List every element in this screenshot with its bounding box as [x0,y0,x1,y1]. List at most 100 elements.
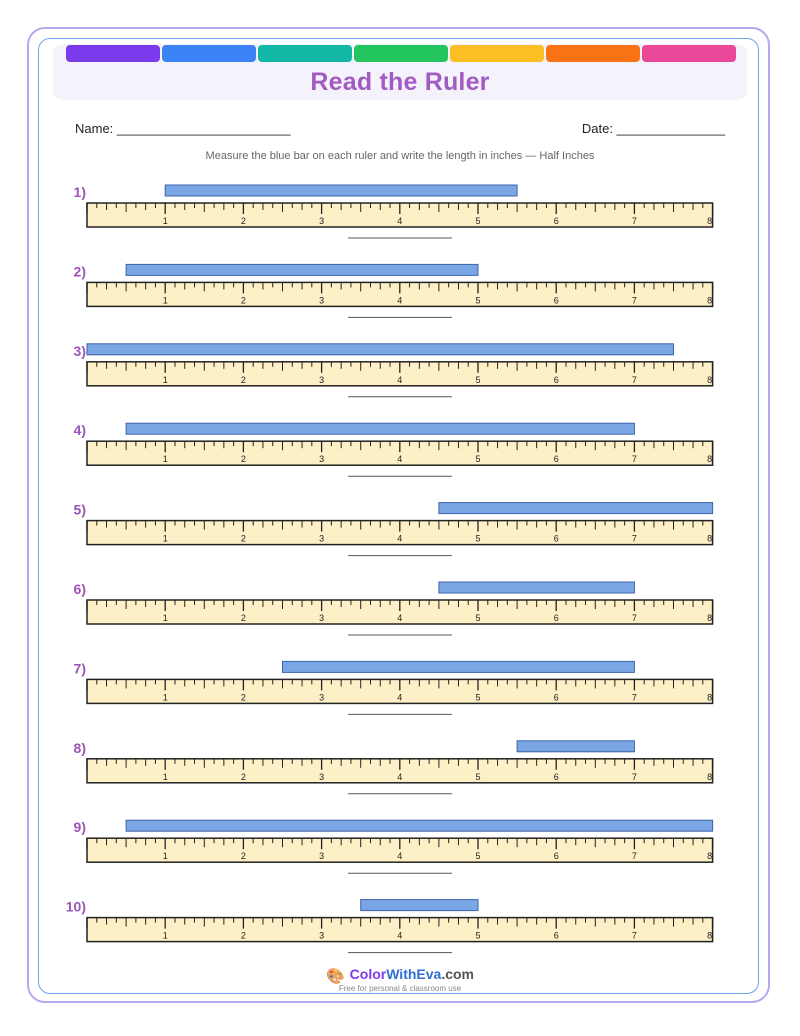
ruler-number: 7 [632,295,637,305]
problem-number: 5) [74,502,86,518]
ruler-number: 4 [397,295,402,305]
problem-number: 9) [74,819,86,835]
ruler-number: 8 [707,216,712,226]
outer-frame [27,27,770,1003]
ruler-number: 8 [707,454,712,464]
ruler-number: 1 [163,692,168,702]
ruler-number: 7 [632,216,637,226]
brand-part-domain: .com [441,966,475,982]
ruler-number: 3 [319,295,324,305]
measure-bar [125,263,479,276]
measure-bar [164,184,518,197]
ruler-number: 6 [554,851,559,861]
strip-segment [162,45,256,62]
name-field[interactable]: Name: ________________________ [75,121,291,136]
ruler-number: 4 [397,851,402,861]
ruler-number: 6 [554,454,559,464]
ruler-number: 3 [319,692,324,702]
ruler-number: 8 [707,534,712,544]
ruler-number: 2 [241,613,246,623]
page-title: Read the Ruler [310,68,490,96]
ruler-number: 7 [632,851,637,861]
ruler-number: 5 [475,851,480,861]
ruler-number: 7 [632,931,637,941]
ruler-number: 6 [554,295,559,305]
color-strip [66,45,736,62]
ruler-number: 6 [554,772,559,782]
ruler-number: 6 [554,534,559,544]
ruler-number: 7 [632,534,637,544]
measure-bar [86,343,674,356]
ruler-number: 8 [707,295,712,305]
ruler-number: 4 [397,216,402,226]
problem-number: 2) [74,263,86,279]
ruler-number: 5 [475,375,480,385]
ruler-number: 1 [163,772,168,782]
ruler-number: 1 [163,851,168,861]
measure-bar [516,740,635,753]
strip-segment [546,45,640,62]
ruler-number: 4 [397,534,402,544]
ruler-number: 4 [397,375,402,385]
ruler-number: 2 [241,216,246,226]
ruler-number: 5 [475,613,480,623]
ruler-number: 3 [319,851,324,861]
date-field[interactable]: Date: _______________ [581,121,725,136]
ruler-number: 7 [632,454,637,464]
measure-bar [438,502,714,515]
ruler-number: 2 [241,295,246,305]
problem-number: 7) [74,660,86,676]
ruler-number: 2 [241,375,246,385]
measure-bar [125,819,714,832]
ruler-number: 8 [707,692,712,702]
ruler-number: 6 [554,216,559,226]
ruler-number: 1 [163,295,168,305]
ruler-number: 6 [554,613,559,623]
problem-number: 4) [74,422,86,438]
ruler-number: 8 [707,851,712,861]
ruler-number: 2 [241,534,246,544]
inner-frame [38,38,759,994]
ruler-number: 3 [319,454,324,464]
ruler-number: 3 [319,534,324,544]
ruler-number: 1 [163,534,168,544]
ruler-number: 6 [554,931,559,941]
measure-bar [125,422,635,435]
ruler-number: 1 [163,375,168,385]
ruler-number: 6 [554,375,559,385]
ruler-number: 2 [241,931,246,941]
ruler-number: 1 [163,931,168,941]
ruler-number: 1 [163,216,168,226]
problem-number: 1) [74,184,86,200]
problem-number: 3) [74,343,86,359]
ruler-number: 5 [475,534,480,544]
ruler-number: 3 [319,931,324,941]
ruler-number: 5 [475,931,480,941]
problem-number: 8) [74,740,86,756]
ruler-number: 8 [707,772,712,782]
ruler-number: 5 [475,295,480,305]
ruler-number: 4 [397,931,402,941]
ruler-number: 7 [632,692,637,702]
strip-segment [66,45,160,62]
ruler-number: 7 [632,375,637,385]
strip-segment [642,45,736,62]
ruler-number: 7 [632,772,637,782]
footer-brand[interactable]: 🎨 ColorWithEva.com [0,966,800,985]
ruler-number: 8 [707,375,712,385]
ruler-number: 7 [632,613,637,623]
problem-number: 6) [74,581,86,597]
measure-bar [360,899,479,912]
ruler-number: 1 [163,613,168,623]
brand-part-color: Color [349,966,387,982]
ruler-number: 2 [241,692,246,702]
ruler-number: 3 [319,772,324,782]
instructions: Measure the blue bar on each ruler and w… [205,150,595,162]
ruler-number: 5 [475,454,480,464]
palette-icon: 🎨 [325,968,345,985]
ruler-number: 4 [397,692,402,702]
ruler-number: 4 [397,772,402,782]
problem-number: 10) [66,899,86,915]
brand-part-with-eva: WithEva [386,966,442,982]
ruler-number: 5 [475,216,480,226]
